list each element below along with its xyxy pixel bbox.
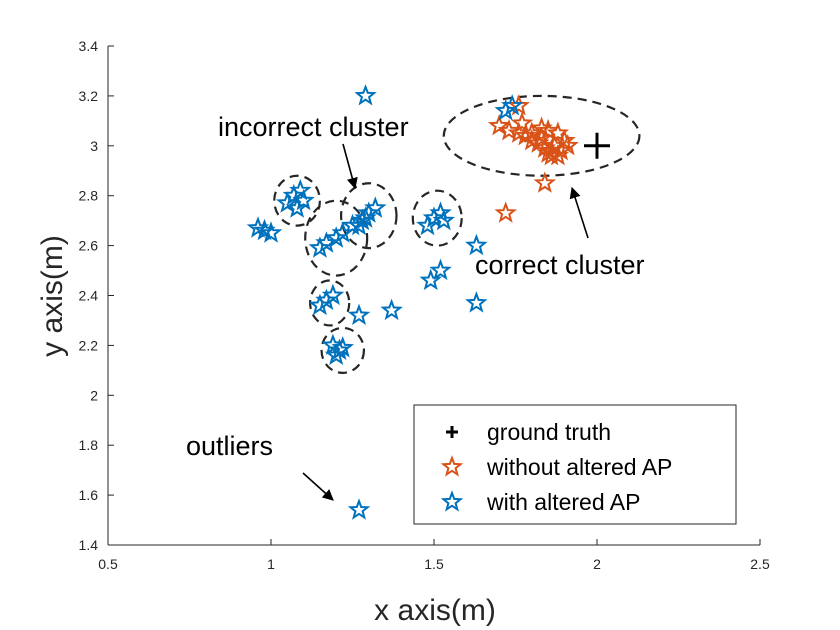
point-without-altered-ap bbox=[540, 143, 563, 166]
point-with-altered-ap bbox=[416, 213, 439, 236]
cluster-circles bbox=[273, 94, 641, 374]
point-with-altered-ap bbox=[465, 291, 488, 313]
x-axis-label: x axis(m) bbox=[374, 594, 496, 627]
x-tick-label: 0.5 bbox=[98, 556, 118, 572]
point-with-altered-ap bbox=[419, 268, 443, 291]
y-tick-label: 2 bbox=[90, 387, 98, 403]
cluster-circle bbox=[339, 182, 398, 250]
legend-marker-with-altered-ap bbox=[440, 490, 464, 512]
cluster-circle bbox=[273, 174, 321, 227]
y-axis-label: y axis(m) bbox=[36, 235, 69, 357]
point-with-altered-ap bbox=[331, 221, 355, 243]
point-with-altered-ap bbox=[364, 196, 387, 218]
legend-box bbox=[413, 404, 737, 525]
point-without-altered-ap bbox=[546, 143, 570, 166]
y-tick-label: 1.6 bbox=[79, 487, 99, 503]
cluster-circle bbox=[442, 94, 641, 177]
y-tick-label: 2.8 bbox=[79, 188, 99, 204]
point-without-altered-ap bbox=[494, 201, 518, 223]
annotation-outliers: outliers bbox=[186, 431, 273, 461]
point-without-altered-ap bbox=[497, 118, 521, 141]
point-with-altered-ap bbox=[331, 336, 354, 358]
point-without-altered-ap bbox=[556, 133, 579, 156]
x-tick-label: 2.5 bbox=[750, 556, 770, 572]
arrow-incorrect-cluster bbox=[342, 143, 358, 190]
arrow-correct-cluster bbox=[569, 186, 589, 239]
point-without-altered-ap bbox=[527, 131, 550, 153]
legend: ground truth without altered AP with alt… bbox=[413, 404, 737, 525]
ground-truth-point bbox=[584, 132, 610, 159]
x-tick-label: 1 bbox=[267, 556, 275, 572]
point-with-altered-ap bbox=[354, 84, 377, 106]
legend-marker-without-altered-ap bbox=[440, 455, 464, 477]
cluster-circle bbox=[411, 189, 463, 247]
point-without-altered-ap bbox=[507, 94, 531, 116]
x-tick-label: 2 bbox=[593, 556, 601, 572]
point-without-altered-ap bbox=[553, 128, 576, 151]
point-with-altered-ap bbox=[500, 94, 524, 116]
legend-marker-plus bbox=[446, 426, 458, 438]
data-points bbox=[246, 84, 610, 520]
y-tick-label: 2.2 bbox=[79, 337, 99, 353]
annotation-incorrect-cluster: incorrect cluster bbox=[218, 112, 409, 142]
point-with-altered-ap bbox=[341, 213, 364, 236]
legend-marker-star bbox=[440, 455, 464, 477]
point-without-altered-ap bbox=[533, 171, 557, 193]
legend-label-ground-truth: ground truth bbox=[487, 419, 611, 445]
point-without-altered-ap bbox=[520, 128, 544, 151]
point-with-altered-ap bbox=[253, 218, 276, 241]
point-with-altered-ap bbox=[465, 233, 488, 256]
point-with-altered-ap bbox=[429, 258, 452, 281]
point-with-altered-ap bbox=[347, 498, 371, 520]
point-without-altered-ap bbox=[536, 118, 560, 141]
point-without-altered-ap bbox=[530, 116, 553, 138]
legend-label-without-altered-ap: without altered AP bbox=[486, 454, 672, 480]
point-with-altered-ap bbox=[321, 283, 345, 306]
point-without-altered-ap bbox=[510, 111, 534, 133]
point-with-altered-ap bbox=[380, 298, 403, 321]
x-tick-label: 1.5 bbox=[424, 556, 444, 572]
point-with-altered-ap bbox=[347, 303, 371, 326]
legend-marker-ground-truth bbox=[446, 426, 458, 438]
annotations: incorrect cluster correct cluster outlie… bbox=[186, 112, 645, 501]
cluster-circle bbox=[320, 326, 366, 374]
annotation-correct-cluster: correct cluster bbox=[475, 250, 645, 280]
arrow-outliers bbox=[302, 472, 334, 501]
y-tick-label: 2.4 bbox=[79, 288, 99, 304]
y-tick-label: 1.8 bbox=[79, 437, 99, 453]
point-with-altered-ap bbox=[432, 208, 456, 231]
point-with-altered-ap bbox=[259, 221, 283, 243]
point-with-altered-ap bbox=[289, 178, 312, 201]
axes: 0.5 1 1.5 2 2.5 1.4 1.6 1.8 2 2.2 2.4 2.6 2.8 3 3.2 3.4 bbox=[79, 38, 770, 572]
legend-label-with-altered-ap: with altered AP bbox=[486, 489, 640, 515]
legend-marker-star bbox=[440, 490, 464, 512]
y-tick-label: 1.4 bbox=[79, 537, 99, 553]
point-with-altered-ap bbox=[285, 196, 309, 218]
point-with-altered-ap bbox=[321, 333, 345, 356]
point-with-altered-ap bbox=[246, 216, 270, 238]
y-tick-label: 3.2 bbox=[79, 88, 99, 104]
point-with-altered-ap bbox=[354, 206, 377, 228]
y-tick-label: 2.6 bbox=[79, 238, 99, 254]
y-tick-label: 3.4 bbox=[79, 38, 99, 54]
cluster-circle bbox=[304, 199, 369, 277]
y-tick-label: 3 bbox=[90, 138, 98, 154]
point-without-altered-ap bbox=[487, 113, 511, 136]
